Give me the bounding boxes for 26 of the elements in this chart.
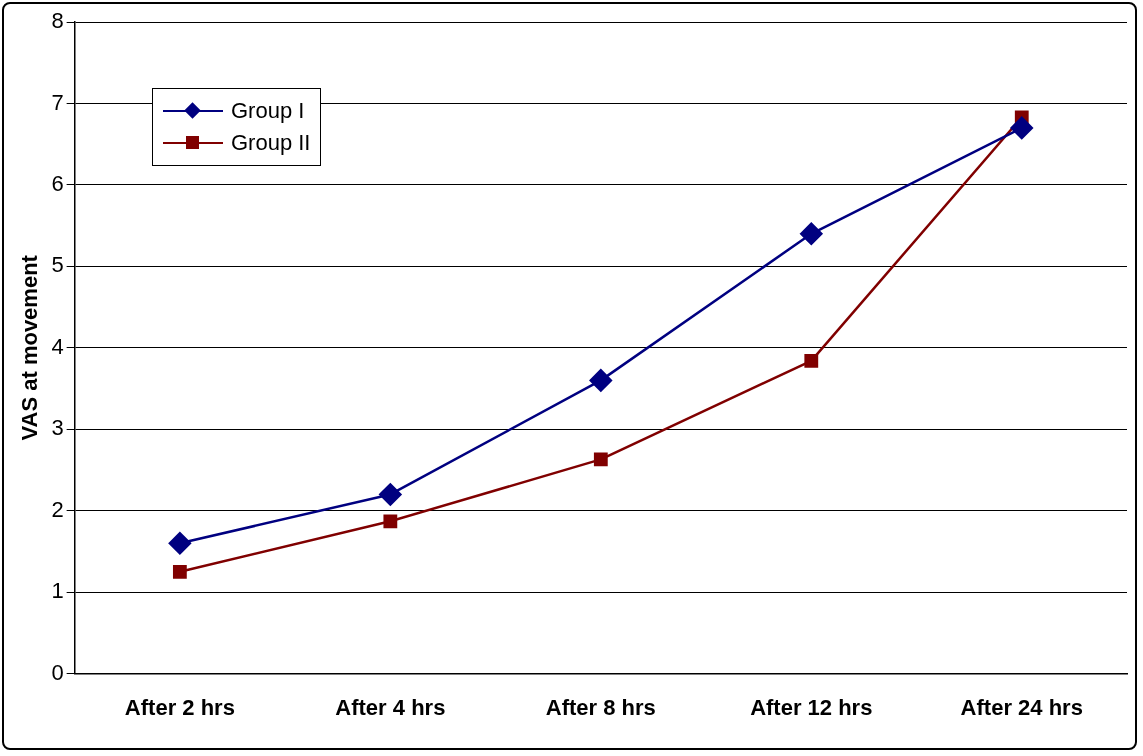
- point: [1010, 116, 1034, 140]
- point: [168, 532, 192, 555]
- point: [379, 483, 402, 506]
- point: [383, 514, 398, 529]
- point: [589, 369, 613, 392]
- legend-label: Group I: [231, 98, 305, 124]
- y-tick-label: 8: [51, 8, 64, 34]
- y-tick-label: 5: [51, 252, 64, 278]
- x-tick-label: After 24 hrs: [960, 694, 1083, 720]
- x-tick-label: After 8 hrs: [545, 694, 656, 720]
- x-tick-label: After 2 hrs: [124, 694, 235, 720]
- y-tick-label: 3: [51, 415, 64, 441]
- point: [172, 564, 187, 579]
- point: [804, 353, 819, 368]
- y-tick-label: 0: [51, 659, 64, 685]
- y-axis-title: VAS at movement: [17, 254, 43, 441]
- y-tick-label: 1: [51, 578, 64, 604]
- y-tick-label: 4: [51, 333, 64, 359]
- legend-label: Group II: [231, 130, 311, 156]
- point: [593, 452, 608, 467]
- y-tick-label: 7: [51, 89, 64, 115]
- y-tick-label: 6: [51, 170, 64, 196]
- x-tick-label: After 12 hrs: [750, 694, 873, 720]
- y-tick-label: 2: [51, 496, 64, 522]
- x-tick-label: After 4 hrs: [335, 694, 446, 720]
- point: [800, 222, 823, 246]
